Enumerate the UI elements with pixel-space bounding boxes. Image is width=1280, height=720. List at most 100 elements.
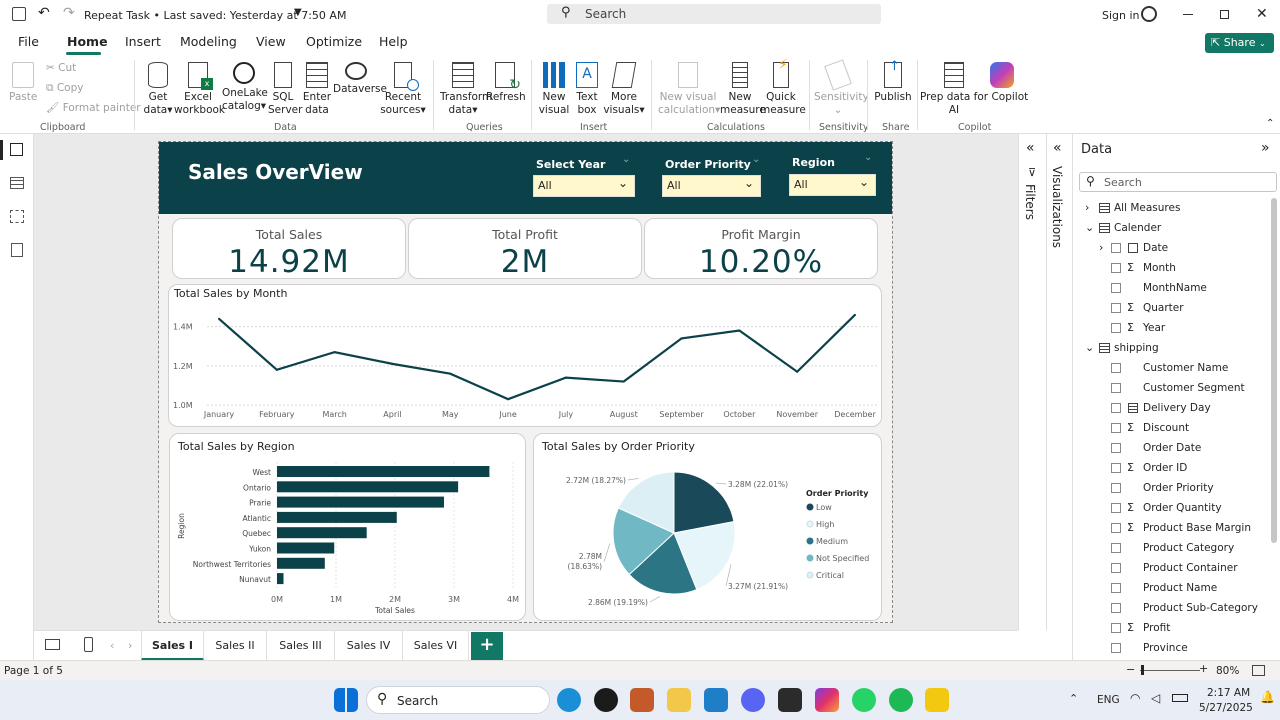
- dax-query-view-icon[interactable]: [11, 243, 23, 257]
- clock-date[interactable]: 5/27/2025: [1199, 702, 1253, 714]
- excel-workbook-button[interactable]: x Excel workbook: [174, 62, 225, 117]
- field-checkbox[interactable]: [1111, 503, 1121, 513]
- field-checkbox[interactable]: [1111, 363, 1121, 373]
- expand-filters-icon[interactable]: «: [1026, 140, 1035, 156]
- page-tab-sales-i[interactable]: Sales I: [141, 631, 204, 661]
- spotify-icon[interactable]: [889, 688, 913, 712]
- new-visual-calculation-button[interactable]: New visual calculation▾: [658, 62, 720, 117]
- new-measure-button[interactable]: New measure: [720, 62, 766, 117]
- power-bi-icon[interactable]: [925, 688, 949, 712]
- field-checkbox[interactable]: [1111, 523, 1121, 533]
- scroll-right-icon[interactable]: ›: [128, 639, 133, 652]
- zoom-slider-thumb[interactable]: [1141, 665, 1144, 675]
- tab-view[interactable]: View: [256, 34, 286, 49]
- instagram-icon[interactable]: [815, 688, 839, 712]
- data-search-input[interactable]: ⚲ Search: [1079, 172, 1277, 192]
- field-checkbox[interactable]: [1111, 563, 1121, 573]
- whatsapp-icon[interactable]: [852, 688, 876, 712]
- field-checkbox[interactable]: [1111, 263, 1121, 273]
- zoom-in-icon[interactable]: +: [1199, 662, 1209, 675]
- field-checkbox[interactable]: [1111, 623, 1121, 633]
- share-button[interactable]: ⇱ Share ⌄: [1205, 33, 1274, 53]
- tray-overflow-icon[interactable]: ⌃: [1069, 692, 1079, 705]
- collapse-data-pane-icon[interactable]: »: [1261, 140, 1270, 156]
- field-item[interactable]: Product Category: [1073, 539, 1263, 559]
- tab-home[interactable]: Home: [67, 34, 108, 49]
- kpi-card-profit-margin[interactable]: Profit Margin 10.20%: [644, 218, 878, 280]
- refresh-button[interactable]: ↻ Refresh: [486, 62, 526, 104]
- page-tab-sales-iii[interactable]: Sales III: [267, 631, 335, 661]
- cut-button[interactable]: ✂ Cut: [46, 62, 76, 75]
- global-search-box[interactable]: ⚲ Search: [547, 4, 881, 24]
- field-item[interactable]: › Date: [1073, 239, 1263, 259]
- field-item[interactable]: Province: [1073, 639, 1263, 659]
- field-checkbox[interactable]: [1111, 243, 1121, 253]
- field-checkbox[interactable]: [1111, 463, 1121, 473]
- photos-icon[interactable]: [630, 688, 654, 712]
- field-checkbox[interactable]: [1111, 303, 1121, 313]
- field-item[interactable]: Σ Year: [1073, 319, 1263, 339]
- enter-data-button[interactable]: Enter data: [302, 62, 332, 117]
- account-icon[interactable]: [1141, 6, 1157, 22]
- fit-to-page-icon[interactable]: [1252, 665, 1265, 676]
- maximize-icon[interactable]: [1220, 10, 1229, 19]
- undo-icon[interactable]: ↶: [38, 5, 50, 21]
- chevron-right-icon[interactable]: ›: [1099, 241, 1104, 254]
- app-icon[interactable]: [594, 688, 618, 712]
- discord-icon[interactable]: [741, 688, 765, 712]
- field-item[interactable]: Product Container: [1073, 559, 1263, 579]
- notification-icon[interactable]: 🔔: [1260, 690, 1275, 704]
- visualizations-pane-collapsed[interactable]: « Visualizations: [1046, 134, 1072, 630]
- minimize-icon[interactable]: [1183, 14, 1193, 15]
- field-checkbox[interactable]: [1111, 283, 1121, 293]
- field-item[interactable]: Customer Segment: [1073, 379, 1263, 399]
- chevron-down-icon[interactable]: ⌄: [1085, 221, 1095, 234]
- field-checkbox[interactable]: [1111, 383, 1121, 393]
- bar-chart-panel[interactable]: Total Sales by Region 0M 1M 2M 3M 4M West Onta…: [169, 433, 526, 621]
- format-painter-button[interactable]: 🖌 Format painter: [46, 102, 141, 115]
- volume-icon[interactable]: ◁: [1151, 691, 1161, 705]
- expand-visualizations-icon[interactable]: «: [1053, 140, 1062, 156]
- field-checkbox[interactable]: [1111, 443, 1121, 453]
- sign-in-link[interactable]: Sign in: [1102, 9, 1140, 22]
- slicer-year-dropdown[interactable]: All ⌄: [533, 175, 635, 197]
- kpi-card-total-sales[interactable]: Total Sales 14.92M: [172, 218, 406, 280]
- field-item[interactable]: Customer Name: [1073, 359, 1263, 379]
- chevron-down-icon[interactable]: ▼: [294, 7, 302, 18]
- quick-measure-button[interactable]: ⚡ Quick measure: [760, 58, 806, 117]
- desktop-layout-icon[interactable]: [45, 639, 60, 650]
- edge-icon[interactable]: [557, 688, 581, 712]
- field-item[interactable]: › All Measures: [1073, 199, 1263, 219]
- onelake-catalog-button[interactable]: OneLake catalog▾: [222, 62, 268, 113]
- tab-file[interactable]: File: [18, 34, 39, 49]
- zoom-slider[interactable]: [1140, 670, 1200, 671]
- page-tab-sales-vi[interactable]: Sales VI: [403, 631, 469, 661]
- more-visuals-button[interactable]: More visuals▾: [603, 62, 645, 117]
- close-icon[interactable]: ✕: [1256, 6, 1268, 22]
- field-item[interactable]: Product Name: [1073, 579, 1263, 599]
- transform-data-button[interactable]: Transform data▾: [440, 62, 492, 117]
- field-item[interactable]: Σ Discount: [1073, 419, 1263, 439]
- battery-icon[interactable]: [1172, 694, 1188, 702]
- field-checkbox[interactable]: [1111, 323, 1121, 333]
- file-explorer-icon[interactable]: [667, 688, 691, 712]
- copy-button[interactable]: ⧉ Copy: [46, 82, 83, 95]
- slicer-region-dropdown[interactable]: All ⌄: [789, 174, 876, 196]
- field-item[interactable]: Σ Profit: [1073, 619, 1263, 639]
- field-checkbox[interactable]: [1111, 403, 1121, 413]
- field-checkbox[interactable]: [1111, 643, 1121, 653]
- field-item[interactable]: ⌄ Calender: [1073, 219, 1263, 239]
- collapse-ribbon-icon[interactable]: ⌃: [1266, 118, 1275, 129]
- tab-help[interactable]: Help: [379, 34, 408, 49]
- report-view-icon[interactable]: [10, 143, 23, 156]
- model-view-icon[interactable]: [10, 210, 24, 223]
- pie-chart-panel[interactable]: Total Sales by Order Priority 3.28M (22.…: [533, 433, 882, 621]
- scroll-left-icon[interactable]: ‹: [110, 639, 115, 652]
- sql-server-button[interactable]: SQL Server: [268, 62, 302, 117]
- vscode-icon[interactable]: [704, 688, 728, 712]
- wifi-icon[interactable]: ◠: [1130, 691, 1141, 705]
- field-checkbox[interactable]: [1111, 423, 1121, 433]
- get-data-button[interactable]: Get data▾: [140, 62, 176, 117]
- paste-button[interactable]: Paste: [9, 62, 37, 104]
- field-checkbox[interactable]: [1111, 603, 1121, 613]
